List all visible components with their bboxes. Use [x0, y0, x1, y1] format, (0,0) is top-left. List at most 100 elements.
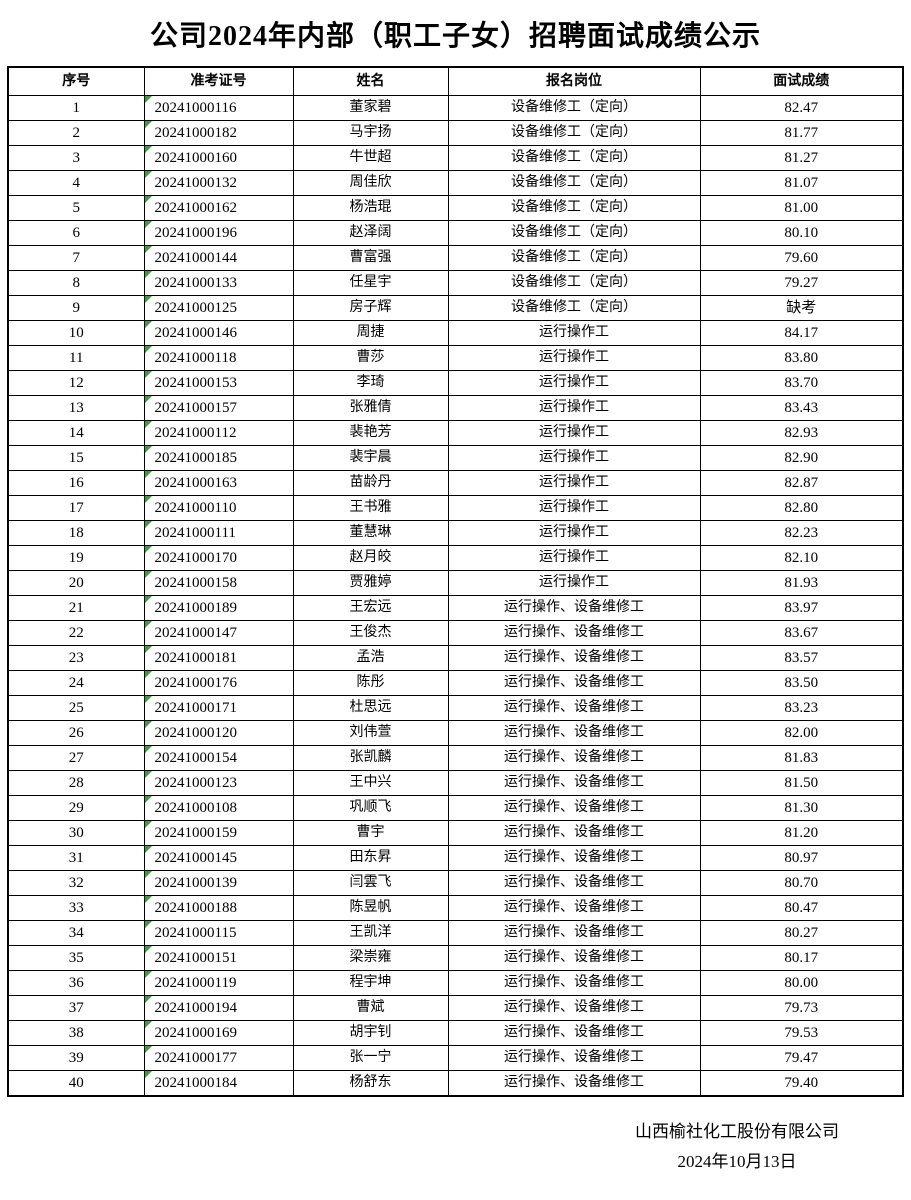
cell-seq: 26 — [7, 720, 145, 746]
cell-position: 运行操作、设备维修工 — [447, 745, 701, 771]
exam-id-text: 20241000162 — [154, 199, 238, 216]
exam-id-text: 20241000145 — [154, 849, 238, 866]
cell-position: 设备维修工（定向） — [447, 245, 701, 271]
cell-position: 运行操作、设备维修工 — [447, 945, 701, 971]
green-triangle-icon — [145, 346, 152, 353]
exam-id-text: 20241000160 — [154, 149, 238, 166]
cell-seq: 1 — [7, 95, 145, 121]
cell-seq: 15 — [7, 445, 145, 471]
exam-id-text: 20241000108 — [154, 799, 238, 816]
cell-name: 周捷 — [292, 320, 449, 346]
cell-position: 运行操作、设备维修工 — [447, 970, 701, 996]
cell-id: 20241000118 — [143, 345, 294, 371]
exam-id-text: 20241000147 — [154, 624, 238, 641]
table-row: 25 20241000171 杜思远 运行操作、设备维修工 83.23 — [7, 695, 904, 721]
cell-score: 80.27 — [699, 920, 904, 946]
exam-id-text: 20241000157 — [154, 399, 238, 416]
exam-id-text: 20241000169 — [154, 1024, 238, 1041]
cell-position: 设备维修工（定向） — [447, 145, 701, 171]
exam-id-text: 20241000118 — [154, 349, 237, 366]
cell-id: 20241000181 — [143, 645, 294, 671]
column-header-name: 姓名 — [292, 66, 449, 96]
page-title: 公司2024年内部（职工子女）招聘面试成绩公示 — [149, 21, 761, 52]
cell-position: 设备维修工（定向） — [447, 120, 701, 146]
cell-name: 曹富强 — [292, 245, 449, 271]
cell-id: 20241000185 — [143, 445, 294, 471]
green-triangle-icon — [145, 571, 152, 578]
exam-id-text: 20241000153 — [154, 374, 238, 391]
cell-name: 周佳欣 — [292, 170, 449, 196]
table-row: 30 20241000159 曹宇 运行操作、设备维修工 81.20 — [7, 820, 904, 846]
green-triangle-icon — [145, 196, 152, 203]
cell-id: 20241000132 — [143, 170, 294, 196]
cell-name: 张一宁 — [292, 1045, 449, 1071]
table-row: 39 20241000177 张一宁 运行操作、设备维修工 79.47 — [7, 1045, 904, 1071]
green-triangle-icon — [145, 321, 152, 328]
cell-seq: 22 — [7, 620, 145, 646]
green-triangle-icon — [145, 1071, 152, 1078]
cell-name: 裴艳芳 — [292, 420, 449, 446]
table-row: 23 20241000181 孟浩 运行操作、设备维修工 83.57 — [7, 645, 904, 671]
cell-seq: 18 — [7, 520, 145, 546]
table-row: 9 20241000125 房子辉 设备维修工（定向） 缺考 — [7, 295, 904, 321]
cell-name: 孟浩 — [292, 645, 449, 671]
table-row: 13 20241000157 张雅倩 运行操作工 83.43 — [7, 395, 904, 421]
cell-position: 设备维修工（定向） — [447, 220, 701, 246]
cell-position: 运行操作、设备维修工 — [447, 620, 701, 646]
cell-name: 王俊杰 — [292, 620, 449, 646]
cell-id: 20241000115 — [143, 920, 294, 946]
cell-name: 王书雅 — [292, 495, 449, 521]
cell-id: 20241000147 — [143, 620, 294, 646]
cell-seq: 28 — [7, 770, 145, 796]
cell-name: 赵泽阔 — [292, 220, 449, 246]
cell-id: 20241000144 — [143, 245, 294, 271]
cell-seq: 27 — [7, 745, 145, 771]
cell-name: 房子辉 — [292, 295, 449, 321]
cell-score: 79.40 — [699, 1070, 904, 1097]
cell-id: 20241000163 — [143, 470, 294, 496]
table-row: 2 20241000182 马宇扬 设备维修工（定向） 81.77 — [7, 120, 904, 146]
cell-name: 苗龄丹 — [292, 470, 449, 496]
table-row: 10 20241000146 周捷 运行操作工 84.17 — [7, 320, 904, 346]
cell-seq: 35 — [7, 945, 145, 971]
green-triangle-icon — [145, 846, 152, 853]
exam-id-text: 20241000110 — [154, 499, 237, 516]
green-triangle-icon — [145, 871, 152, 878]
exam-id-text: 20241000115 — [154, 924, 237, 941]
cell-name: 程宇坤 — [292, 970, 449, 996]
exam-id-text: 20241000196 — [154, 224, 238, 241]
cell-position: 设备维修工（定向） — [447, 170, 701, 196]
cell-seq: 3 — [7, 145, 145, 171]
cell-position: 运行操作工 — [447, 520, 701, 546]
green-triangle-icon — [145, 696, 152, 703]
table-row: 6 20241000196 赵泽阔 设备维修工（定向） 80.10 — [7, 220, 904, 246]
green-triangle-icon — [145, 521, 152, 528]
table-row: 26 20241000120 刘伟萱 运行操作、设备维修工 82.00 — [7, 720, 904, 746]
cell-name: 董家碧 — [292, 95, 449, 121]
exam-id-text: 20241000123 — [154, 774, 238, 791]
green-triangle-icon — [145, 446, 152, 453]
table-row: 34 20241000115 王凯洋 运行操作、设备维修工 80.27 — [7, 920, 904, 946]
cell-score: 80.00 — [699, 970, 904, 996]
exam-id-text: 20241000112 — [154, 424, 237, 441]
green-triangle-icon — [145, 921, 152, 928]
cell-seq: 4 — [7, 170, 145, 196]
exam-id-text: 20241000119 — [154, 974, 237, 991]
green-triangle-icon — [145, 596, 152, 603]
cell-seq: 16 — [7, 470, 145, 496]
cell-score: 80.97 — [699, 845, 904, 871]
cell-id: 20241000125 — [143, 295, 294, 321]
cell-position: 运行操作、设备维修工 — [447, 645, 701, 671]
cell-seq: 11 — [7, 345, 145, 371]
cell-name: 曹斌 — [292, 995, 449, 1021]
table-row: 1 20241000116 董家碧 设备维修工（定向） 82.47 — [7, 95, 904, 121]
cell-position: 运行操作工 — [447, 345, 701, 371]
cell-name: 马宇扬 — [292, 120, 449, 146]
cell-seq: 39 — [7, 1045, 145, 1071]
cell-score: 81.30 — [699, 795, 904, 821]
cell-id: 20241000157 — [143, 395, 294, 421]
table-row: 8 20241000133 任星宇 设备维修工（定向） 79.27 — [7, 270, 904, 296]
exam-id-text: 20241000125 — [154, 299, 238, 316]
cell-score: 82.80 — [699, 495, 904, 521]
table-row: 19 20241000170 赵月皎 运行操作工 82.10 — [7, 545, 904, 571]
